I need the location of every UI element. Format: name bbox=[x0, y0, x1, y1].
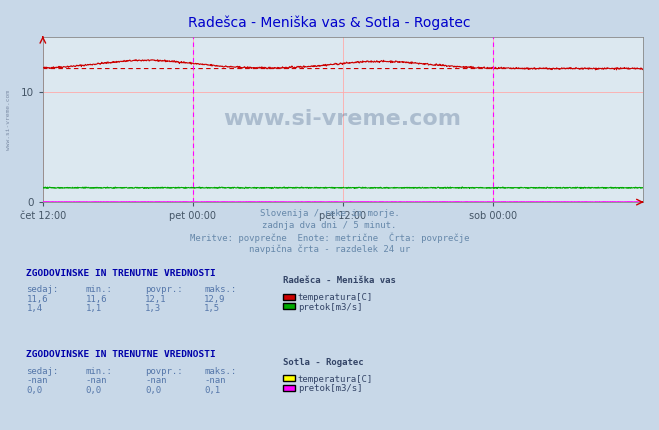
Text: temperatura[C]: temperatura[C] bbox=[298, 375, 373, 384]
Text: Radešca - Meniška vas: Radešca - Meniška vas bbox=[283, 276, 396, 286]
Text: povpr.:: povpr.: bbox=[145, 285, 183, 294]
Text: maks.:: maks.: bbox=[204, 285, 237, 294]
Text: 0,0: 0,0 bbox=[145, 386, 161, 395]
Text: povpr.:: povpr.: bbox=[145, 367, 183, 376]
Text: 0,0: 0,0 bbox=[86, 386, 101, 395]
Text: -nan: -nan bbox=[204, 376, 226, 385]
Text: sedaj:: sedaj: bbox=[26, 285, 59, 294]
Text: pretok[m3/s]: pretok[m3/s] bbox=[298, 384, 362, 393]
Text: Sotla - Rogatec: Sotla - Rogatec bbox=[283, 358, 364, 367]
Text: Radešca - Meniška vas & Sotla - Rogatec: Radešca - Meniška vas & Sotla - Rogatec bbox=[188, 15, 471, 30]
Text: ZGODOVINSKE IN TRENUTNE VREDNOSTI: ZGODOVINSKE IN TRENUTNE VREDNOSTI bbox=[26, 269, 216, 278]
Text: 1,3: 1,3 bbox=[145, 304, 161, 313]
Text: temperatura[C]: temperatura[C] bbox=[298, 293, 373, 302]
Text: navpična črta - razdelek 24 ur: navpična črta - razdelek 24 ur bbox=[249, 245, 410, 254]
Text: zadnja dva dni / 5 minut.: zadnja dva dni / 5 minut. bbox=[262, 221, 397, 230]
Text: ZGODOVINSKE IN TRENUTNE VREDNOSTI: ZGODOVINSKE IN TRENUTNE VREDNOSTI bbox=[26, 350, 216, 359]
Text: 1,5: 1,5 bbox=[204, 304, 220, 313]
Text: www.si-vreme.com: www.si-vreme.com bbox=[6, 90, 11, 150]
Text: min.:: min.: bbox=[86, 367, 113, 376]
Text: 1,4: 1,4 bbox=[26, 304, 42, 313]
Text: -nan: -nan bbox=[86, 376, 107, 385]
Text: www.si-vreme.com: www.si-vreme.com bbox=[223, 109, 462, 129]
Text: 1,1: 1,1 bbox=[86, 304, 101, 313]
Text: sedaj:: sedaj: bbox=[26, 367, 59, 376]
Text: -nan: -nan bbox=[26, 376, 48, 385]
Text: maks.:: maks.: bbox=[204, 367, 237, 376]
Text: 0,1: 0,1 bbox=[204, 386, 220, 395]
Text: 0,0: 0,0 bbox=[26, 386, 42, 395]
Text: 12,1: 12,1 bbox=[145, 295, 167, 304]
Text: 11,6: 11,6 bbox=[26, 295, 48, 304]
Text: -nan: -nan bbox=[145, 376, 167, 385]
Text: 11,6: 11,6 bbox=[86, 295, 107, 304]
Text: pretok[m3/s]: pretok[m3/s] bbox=[298, 303, 362, 312]
Text: 12,9: 12,9 bbox=[204, 295, 226, 304]
Text: Meritve: povprečne  Enote: metrične  Črta: povprečje: Meritve: povprečne Enote: metrične Črta:… bbox=[190, 233, 469, 243]
Text: Slovenija / reke in morje.: Slovenija / reke in morje. bbox=[260, 209, 399, 218]
Text: min.:: min.: bbox=[86, 285, 113, 294]
